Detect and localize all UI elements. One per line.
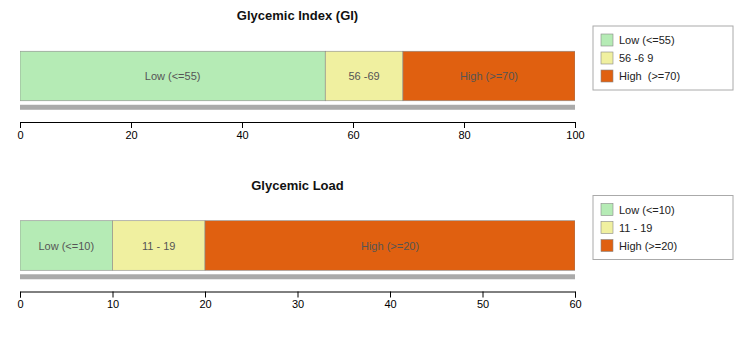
- tick-mark: [20, 122, 21, 128]
- tick: 60: [569, 292, 581, 311]
- tick-label: 0: [17, 298, 23, 310]
- tick-mark: [20, 292, 21, 298]
- x-axis: 0 20 40 60 80 100: [17, 122, 584, 141]
- tick: 80: [458, 122, 470, 141]
- annotation: Low (<=10): [38, 240, 94, 252]
- tick-label: 50: [477, 298, 489, 310]
- tick: 40: [384, 292, 396, 311]
- legend-label: Low (<=10): [619, 204, 675, 216]
- legend-label: Low (<=55): [619, 34, 675, 46]
- tick-mark: [113, 292, 114, 298]
- legend-item: Low (<=55): [601, 34, 675, 46]
- annotation: 11 - 19: [142, 240, 175, 252]
- plot-area: [20, 51, 575, 110]
- tick-mark: [353, 122, 354, 128]
- tick-label: 20: [199, 298, 211, 310]
- bar: [113, 221, 206, 271]
- legend: Low (<=55) 56 -6 9 High (>=70): [593, 26, 733, 90]
- tick-label: 80: [458, 129, 470, 141]
- legend-item: 11 - 19: [601, 222, 652, 234]
- tick-label: 40: [384, 298, 396, 310]
- legend-label: High (>=20): [619, 240, 677, 252]
- tick: 30: [292, 292, 304, 311]
- series: [20, 221, 113, 271]
- tick-label: 40: [236, 129, 248, 141]
- legend-item: High (>=20): [601, 240, 677, 252]
- chart: Low (<=55) 56 -69 High (>=70) 0 20 40 60 80 100: [17, 51, 584, 141]
- legend-label: High (>=70): [619, 70, 680, 82]
- annotation: Low (<=55): [145, 70, 201, 82]
- legend-item: High (>=70): [601, 70, 680, 82]
- tick-mark: [298, 292, 299, 298]
- bar: [403, 51, 575, 101]
- tick: 50: [477, 292, 489, 311]
- x-axis: 0 10 20 30 40 50 60: [17, 292, 581, 311]
- tick-label: 30: [292, 298, 304, 310]
- bar: [20, 221, 113, 271]
- tick-mark: [575, 292, 576, 298]
- tick: 0: [17, 292, 23, 311]
- tick-mark: [131, 122, 132, 128]
- axis-line: [21, 292, 576, 298]
- legend-swatch: [601, 70, 613, 82]
- tick: 0: [17, 122, 23, 141]
- series: [325, 51, 403, 101]
- legend-swatch: [601, 240, 613, 252]
- tick-label: 0: [17, 129, 23, 141]
- tick: 40: [236, 122, 248, 141]
- tick: 20: [199, 292, 211, 311]
- tick-mark: [390, 292, 391, 298]
- chart: Low (<=10) 11 - 19 High (>=20) 0 10 20 30 40 50 6…: [17, 221, 581, 311]
- title: Glycemic Load: [251, 178, 344, 193]
- tick-label: 60: [569, 298, 581, 310]
- tick: 100: [566, 122, 584, 141]
- tick-mark: [205, 292, 206, 298]
- axis-line: [21, 123, 576, 129]
- legend-swatch: [601, 52, 613, 64]
- tick-mark: [464, 122, 465, 128]
- bar: [20, 51, 325, 101]
- annotation: High (>=20): [361, 240, 419, 252]
- tick-label: 100: [566, 129, 584, 141]
- shadow-bar: [20, 274, 575, 279]
- title: Glycemic Index (GI): [237, 8, 358, 23]
- legend-swatch: [601, 222, 613, 234]
- tick-mark: [575, 122, 576, 128]
- bar: [325, 51, 403, 101]
- legend-item: Low (<=10): [601, 204, 675, 216]
- plot-area: [20, 221, 575, 280]
- series: [113, 221, 206, 271]
- tick-label: 20: [125, 129, 137, 141]
- legend-swatch: [601, 204, 613, 216]
- legend-frame: [593, 196, 733, 260]
- annotation: 56 -69: [348, 70, 379, 82]
- bar: [205, 221, 575, 271]
- legend-frame: [593, 26, 733, 90]
- tick-label: 60: [347, 129, 359, 141]
- tick-mark: [242, 122, 243, 128]
- tick-mark: [483, 292, 484, 298]
- series: [205, 221, 575, 271]
- legend-label: 11 - 19: [619, 222, 652, 234]
- tick: 60: [347, 122, 359, 141]
- series: [20, 51, 325, 101]
- legend-label: 56 -6 9: [619, 52, 653, 64]
- tick: 20: [125, 122, 137, 141]
- annotation: High (>=70): [460, 70, 518, 82]
- legend-item: 56 -6 9: [601, 52, 653, 64]
- legend: Low (<=10) 11 - 19 High (>=20): [593, 196, 733, 260]
- series: [403, 51, 575, 101]
- legend-swatch: [601, 34, 613, 46]
- chart-root: Low (<=55)56 -69High (>=70)020406080100G…: [0, 0, 750, 339]
- tick: 10: [107, 292, 119, 311]
- tick-label: 10: [107, 298, 119, 310]
- shadow-bar: [20, 105, 575, 110]
